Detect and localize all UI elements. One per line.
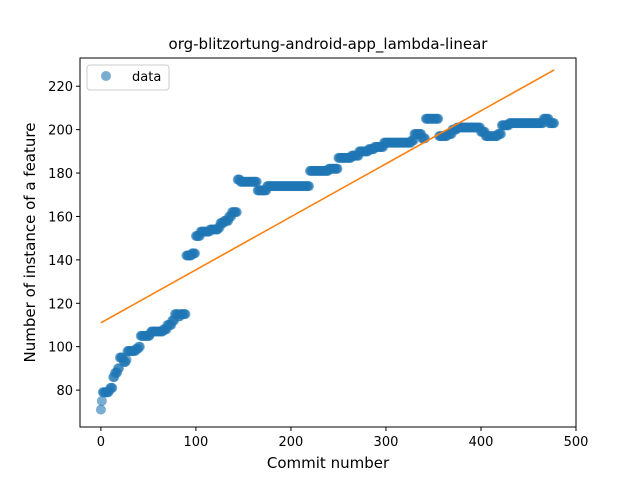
data-point <box>96 395 107 406</box>
y-tick-label: 120 <box>48 297 73 312</box>
data-point <box>303 181 314 192</box>
x-axis: 0 100 200 300 400 500 <box>97 427 589 450</box>
y-axis-label: Number of instance of a feature <box>21 123 39 363</box>
data-point <box>134 341 145 352</box>
y-tick-label: 200 <box>48 124 73 139</box>
axes-frame <box>79 57 577 428</box>
data-point <box>251 176 262 187</box>
fit-line <box>100 69 555 324</box>
data-point <box>549 118 560 129</box>
legend: data <box>86 64 170 91</box>
data-point <box>433 113 444 124</box>
plot-area <box>95 69 560 415</box>
data-point <box>332 163 343 174</box>
data-point <box>107 382 118 393</box>
data-point <box>495 128 506 139</box>
legend-label: data <box>132 70 161 85</box>
data-point <box>180 309 191 320</box>
y-tick-label: 160 <box>48 210 73 225</box>
chart-title: org-blitzortung-android-app_lambda-linea… <box>169 35 489 54</box>
data-point <box>189 248 200 259</box>
x-axis-label: Commit number <box>267 454 390 472</box>
legend-marker <box>101 71 111 81</box>
data-point <box>95 404 106 415</box>
y-axis: 80 100 120 140 160 180 200 220 <box>48 80 80 399</box>
x-tick-label: 500 <box>564 435 589 450</box>
data-point <box>121 354 132 365</box>
x-tick-label: 0 <box>97 435 105 450</box>
y-tick-label: 180 <box>48 167 73 182</box>
y-tick-label: 220 <box>48 80 73 95</box>
x-tick-label: 100 <box>184 435 209 450</box>
y-tick-label: 140 <box>48 254 73 269</box>
y-tick-label: 100 <box>48 341 73 356</box>
data-point <box>231 207 242 218</box>
x-tick-label: 300 <box>374 435 399 450</box>
x-tick-label: 200 <box>279 435 304 450</box>
x-tick-label: 400 <box>469 435 494 450</box>
y-tick-label: 80 <box>56 384 73 399</box>
